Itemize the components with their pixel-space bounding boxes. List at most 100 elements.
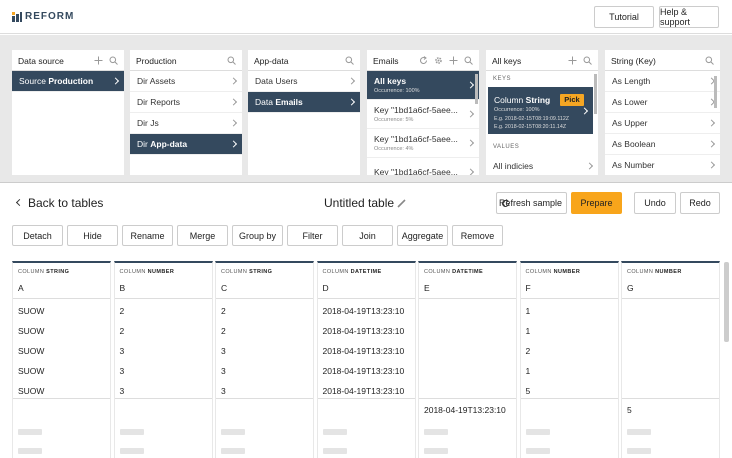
chevron bbox=[707, 161, 716, 169]
search-icon[interactable] bbox=[705, 56, 714, 65]
item-name: All keys bbox=[374, 76, 407, 86]
logo: REFORM bbox=[25, 11, 75, 22]
item-name: Assets bbox=[149, 76, 176, 86]
action-button[interactable]: Hide bbox=[67, 225, 118, 246]
skeleton bbox=[18, 429, 42, 435]
action-button[interactable]: Filter bbox=[287, 225, 338, 246]
card-name: String bbox=[525, 95, 551, 105]
action-button[interactable]: Aggregate bbox=[397, 225, 448, 246]
prepare-button[interactable]: Prepare bbox=[571, 192, 622, 214]
skeleton bbox=[424, 429, 448, 435]
list-item[interactable]: Source Production bbox=[12, 71, 124, 92]
action-button[interactable]: Join bbox=[342, 225, 393, 246]
item-name: As Length bbox=[612, 76, 651, 86]
list-item[interactable]: Data Emails bbox=[248, 92, 360, 113]
panel-header bbox=[486, 50, 598, 71]
item-name: All indicies bbox=[493, 161, 534, 171]
refresh-button[interactable]: Refresh sample bbox=[496, 192, 567, 214]
section-label: KEYS bbox=[493, 76, 512, 82]
cell: 1 bbox=[525, 326, 531, 336]
toolbar: Back to tables Untitled table Refresh samp… bbox=[0, 184, 732, 254]
list-item[interactable]: As Lower bbox=[605, 92, 720, 113]
plus-icon[interactable] bbox=[568, 56, 577, 65]
skeleton bbox=[119, 429, 144, 435]
list-item[interactable]: All indicies bbox=[486, 156, 598, 175]
chevron bbox=[580, 106, 589, 115]
skeleton bbox=[18, 448, 42, 454]
search-icon[interactable] bbox=[464, 56, 473, 65]
column: COLUMN STRING C bbox=[215, 261, 314, 458]
list-item[interactable]: Data Users bbox=[248, 71, 360, 92]
item-name: Js bbox=[150, 118, 159, 128]
item-name: Key "1bd1a6cf-5aee... bbox=[374, 105, 458, 115]
search-icon[interactable] bbox=[345, 56, 354, 65]
refresh-icon[interactable] bbox=[419, 56, 428, 65]
scrollbar[interactable] bbox=[724, 262, 729, 342]
list-item[interactable]: As Length bbox=[605, 71, 720, 92]
chevron bbox=[466, 81, 475, 89]
chevron bbox=[585, 162, 594, 170]
list-item[interactable]: Dir Reports bbox=[130, 92, 242, 113]
plus-icon[interactable] bbox=[449, 56, 458, 65]
list-item[interactable]: All keys Occurrence: 100% bbox=[367, 71, 479, 100]
item-prefix: Dir bbox=[137, 118, 148, 128]
column-type-name: NUMBER bbox=[147, 269, 175, 275]
undo-button[interactable]: Undo bbox=[634, 192, 676, 214]
cell: SUOW bbox=[18, 366, 45, 376]
header-divider bbox=[13, 298, 110, 299]
key-card[interactable]: Column String Occurrence: 100% E.g. 2018-0… bbox=[488, 87, 593, 134]
search-icon[interactable] bbox=[109, 56, 118, 65]
column-label: COLUMN bbox=[18, 269, 45, 275]
gear-icon[interactable] bbox=[434, 56, 443, 65]
action-button[interactable]: Remove bbox=[452, 225, 503, 246]
pick-badge[interactable]: Pick bbox=[560, 94, 584, 106]
action-button[interactable]: Detach bbox=[12, 225, 63, 246]
cell: 3 bbox=[119, 346, 125, 356]
back-link[interactable]: Back to tables bbox=[28, 196, 104, 210]
panel-scrollbar[interactable] bbox=[475, 74, 478, 104]
tutorial-button[interactable]: Tutorial bbox=[594, 6, 654, 28]
item-name: Key "1bd1a6cf-5aee... bbox=[374, 167, 458, 175]
action-button[interactable]: Group by bbox=[232, 225, 283, 246]
panel-scrollbar[interactable] bbox=[594, 74, 597, 114]
redo-button[interactable]: Redo bbox=[680, 192, 720, 214]
refresh-icon[interactable] bbox=[501, 199, 510, 208]
chevron bbox=[707, 119, 716, 127]
search-icon[interactable] bbox=[227, 56, 236, 65]
column-type-name: STRING bbox=[46, 269, 70, 275]
header-divider bbox=[520, 298, 618, 299]
panel: App-data Data Users Data Emails bbox=[248, 50, 360, 175]
list-item[interactable]: As Number bbox=[605, 155, 720, 175]
list-item[interactable]: Dir App-data bbox=[130, 134, 242, 155]
list-item[interactable]: Dir Assets bbox=[130, 71, 242, 92]
cell: 1 bbox=[525, 306, 531, 316]
header-divider bbox=[622, 298, 719, 299]
list-item[interactable]: Key "1bd1a6cf-5aee... bbox=[367, 158, 479, 175]
list-item[interactable]: As Boolean bbox=[605, 134, 720, 155]
cell: 2018-04-19T13:23:10 bbox=[322, 306, 405, 316]
column-name: E bbox=[424, 283, 430, 293]
action-button[interactable]: Rename bbox=[122, 225, 173, 246]
skeleton bbox=[322, 448, 347, 454]
help-button[interactable]: Help & support bbox=[659, 6, 719, 28]
search-icon[interactable] bbox=[583, 56, 592, 65]
skeleton bbox=[119, 448, 144, 454]
list-item[interactable]: Key "1bd1a6cf-5aee... Occurrence: 4% bbox=[367, 129, 479, 158]
item-name: App-data bbox=[150, 139, 188, 149]
pencil-icon[interactable] bbox=[397, 199, 406, 208]
list-item[interactable]: Dir Js bbox=[130, 113, 242, 134]
skeleton bbox=[322, 429, 347, 435]
item-prefix: Dir bbox=[137, 139, 148, 149]
cell: 3 bbox=[221, 346, 226, 356]
column-type: COLUMN NUMBER bbox=[120, 269, 175, 275]
cell: 2 bbox=[119, 306, 125, 316]
card-example: E.g. 2018-02-15T08:19:09.112Z bbox=[494, 116, 569, 122]
item-name: Emails bbox=[275, 97, 303, 107]
plus-icon[interactable] bbox=[94, 56, 103, 65]
panel-scrollbar[interactable] bbox=[714, 76, 717, 108]
logo-icon bbox=[12, 12, 22, 22]
list-item[interactable]: Key "1bd1a6cf-5aee... Occurrence: 5% bbox=[367, 100, 479, 129]
action-button[interactable]: Merge bbox=[177, 225, 228, 246]
list-item[interactable]: As Upper bbox=[605, 113, 720, 134]
item-prefix: Dir bbox=[137, 97, 148, 107]
